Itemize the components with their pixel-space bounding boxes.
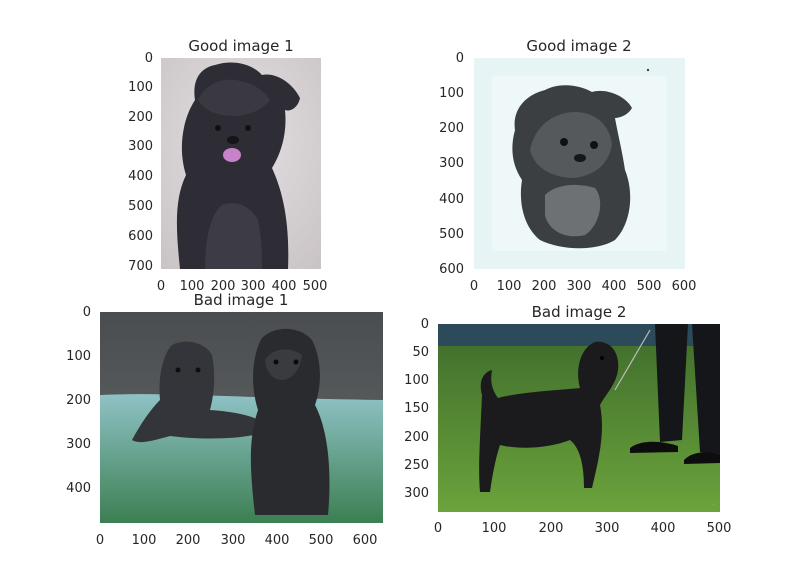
x-ticks: 0 100 200 300 400 500 — [157, 279, 328, 294]
x-tick-label: 100 — [482, 521, 507, 536]
x-tick-label: 300 — [595, 521, 620, 536]
panel-good-image-2: Good image 2 0 100 200 300 400 500 600 0… — [439, 37, 696, 294]
y-ticks: 0 100 200 300 400 500 600 700 — [128, 51, 153, 274]
x-tick-label: 400 — [602, 279, 627, 294]
x-tick-label: 200 — [532, 279, 557, 294]
y-tick-label: 100 — [404, 373, 429, 388]
image-good-1 — [161, 58, 321, 269]
x-tick-label: 100 — [497, 279, 522, 294]
y-tick-label: 100 — [66, 349, 91, 364]
panel-title: Good image 1 — [188, 37, 293, 55]
y-ticks: 0 100 200 300 400 — [66, 305, 91, 496]
y-tick-label: 400 — [439, 192, 464, 207]
y-ticks: 0 50 100 150 200 250 300 — [404, 317, 429, 501]
x-ticks: 0 100 200 300 400 500 600 — [96, 533, 378, 548]
y-tick-label: 400 — [66, 481, 91, 496]
x-tick-label: 0 — [470, 279, 478, 294]
x-tick-label: 300 — [241, 279, 266, 294]
image-good-2 — [474, 58, 685, 269]
y-tick-label: 300 — [439, 156, 464, 171]
y-tick-label: 50 — [412, 345, 429, 360]
panel-bad-image-2: Bad image 2 · 0 100 200 300 400 500 0 — [404, 303, 731, 536]
y-tick-label: 0 — [83, 305, 91, 320]
y-tick-label: 0 — [145, 51, 153, 66]
panel-bad-image-1: Bad image 1 0 100 200 300 400 500 600 0 … — [66, 291, 383, 548]
y-tick-label: 200 — [66, 393, 91, 408]
y-tick-label: 300 — [404, 486, 429, 501]
x-tick-label: 500 — [303, 279, 328, 294]
y-tick-label: 0 — [456, 51, 464, 66]
panel-good-image-1: Good image 1 0 100 200 300 400 500 0 100… — [128, 37, 327, 294]
x-tick-label: 400 — [651, 521, 676, 536]
x-tick-label: 600 — [353, 533, 378, 548]
x-tick-label: 400 — [272, 279, 297, 294]
x-tick-label: 500 — [309, 533, 334, 548]
y-tick-label: 500 — [439, 227, 464, 242]
x-tick-label: 100 — [180, 279, 205, 294]
y-tick-label: 250 — [404, 458, 429, 473]
y-tick-label: 100 — [439, 86, 464, 101]
x-tick-label: 600 — [672, 279, 697, 294]
x-tick-label: 200 — [539, 521, 564, 536]
x-tick-label: 400 — [265, 533, 290, 548]
x-tick-label: 0 — [434, 521, 442, 536]
x-tick-label: 300 — [567, 279, 592, 294]
y-tick-label: 600 — [439, 262, 464, 277]
panel-title: Bad image 2 — [532, 303, 627, 321]
x-tick-label: 0 — [96, 533, 104, 548]
y-tick-label: 300 — [128, 139, 153, 154]
watermark: · — [713, 502, 714, 507]
x-ticks: 0 100 200 300 400 500 600 — [470, 279, 697, 294]
x-tick-label: 0 — [157, 279, 165, 294]
y-tick-label: 150 — [404, 401, 429, 416]
y-tick-label: 100 — [128, 80, 153, 95]
x-tick-label: 100 — [132, 533, 157, 548]
y-ticks: 0 100 200 300 400 500 600 — [439, 51, 464, 277]
x-tick-label: 200 — [176, 533, 201, 548]
y-tick-label: 200 — [404, 430, 429, 445]
y-tick-label: 200 — [128, 110, 153, 125]
x-tick-label: 500 — [637, 279, 662, 294]
y-tick-label: 200 — [439, 121, 464, 136]
y-tick-label: 0 — [421, 317, 429, 332]
y-tick-label: 300 — [66, 437, 91, 452]
image-bad-2: · — [438, 324, 720, 512]
y-tick-label: 400 — [128, 169, 153, 184]
x-tick-label: 300 — [221, 533, 246, 548]
y-tick-label: 600 — [128, 229, 153, 244]
y-tick-label: 700 — [128, 259, 153, 274]
x-ticks: 0 100 200 300 400 500 — [434, 521, 732, 536]
x-tick-label: 500 — [707, 521, 732, 536]
panel-title: Good image 2 — [526, 37, 631, 55]
y-tick-label: 500 — [128, 199, 153, 214]
x-tick-label: 200 — [211, 279, 236, 294]
panel-title: Bad image 1 — [194, 291, 289, 309]
image-bad-1 — [100, 312, 383, 523]
